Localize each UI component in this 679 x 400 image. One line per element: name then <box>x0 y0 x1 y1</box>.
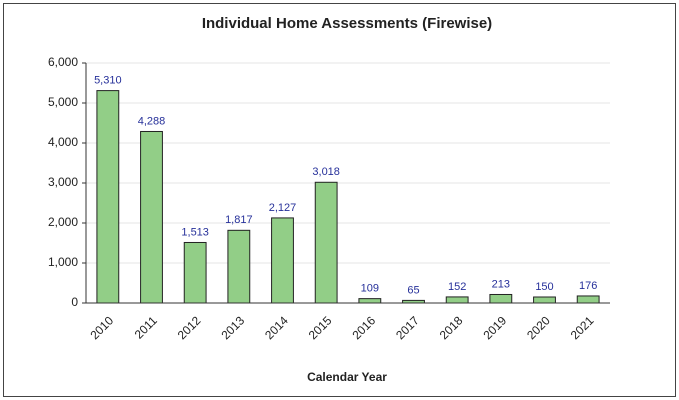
value-label: 3,018 <box>312 166 340 178</box>
bar <box>271 217 294 304</box>
bar <box>183 241 207 304</box>
y-tick-label: 5,000 <box>48 95 78 109</box>
bar <box>489 293 513 304</box>
value-label: 1,513 <box>181 226 209 238</box>
value-label: 4,288 <box>138 115 166 127</box>
y-tick-label: 2,000 <box>48 215 78 229</box>
bar <box>227 229 251 304</box>
value-label: 150 <box>535 281 553 293</box>
y-tick-label: 6,000 <box>48 55 78 69</box>
value-label: 5,310 <box>94 75 122 87</box>
value-label: 152 <box>448 281 466 293</box>
bar <box>140 130 163 304</box>
bar <box>533 296 556 304</box>
chart-title: Individual Home Assessments (Firewise) <box>202 15 492 32</box>
bar <box>445 296 469 304</box>
value-label: 176 <box>579 280 597 292</box>
y-tick-label: 1,000 <box>48 255 78 269</box>
value-label: 109 <box>361 283 379 295</box>
bar <box>314 181 338 304</box>
bar <box>576 295 600 304</box>
y-tick-label: 0 <box>71 295 78 309</box>
value-label: 65 <box>407 284 419 296</box>
value-label: 1,817 <box>225 214 253 226</box>
value-label: 2,127 <box>269 202 297 214</box>
y-tick-label: 3,000 <box>48 175 78 189</box>
bar <box>358 298 382 304</box>
value-label: 213 <box>492 278 510 290</box>
x-axis-label: Calendar Year <box>307 370 387 384</box>
y-tick-label: 4,000 <box>48 135 78 149</box>
bar <box>96 90 120 304</box>
